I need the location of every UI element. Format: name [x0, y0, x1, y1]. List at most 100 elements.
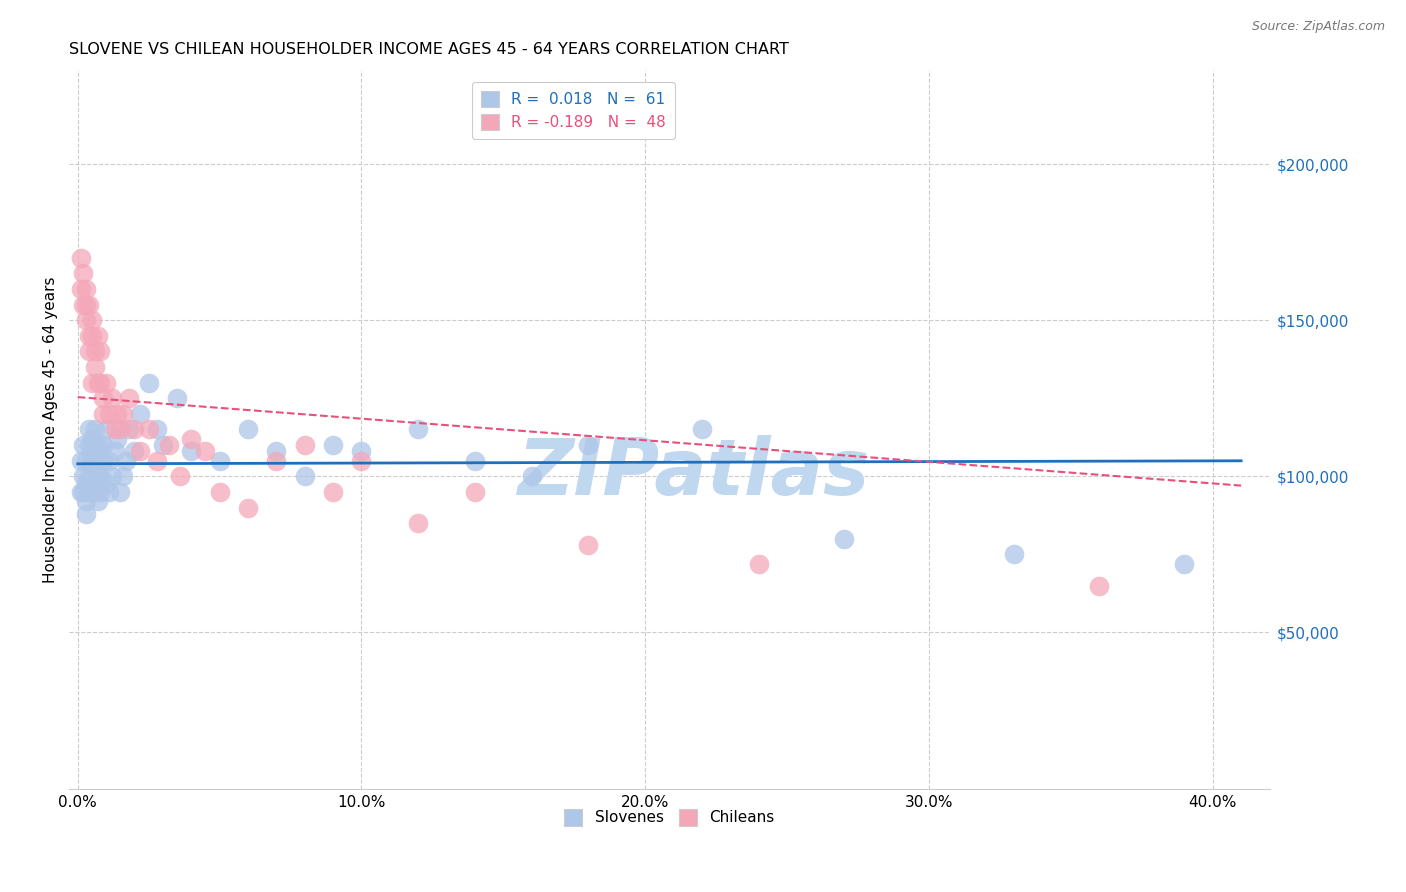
Point	[89, 469, 111, 483]
Point	[146, 422, 169, 436]
Point	[91, 407, 114, 421]
Point	[107, 407, 129, 421]
Point	[72, 297, 94, 311]
Point	[83, 344, 105, 359]
Point	[101, 469, 124, 483]
Point	[578, 538, 600, 552]
Point	[91, 438, 114, 452]
Point	[406, 516, 429, 530]
Point	[266, 453, 288, 467]
Point	[83, 422, 105, 436]
Point	[138, 422, 160, 436]
Point	[77, 422, 100, 436]
Point	[101, 391, 124, 405]
Point	[83, 444, 105, 458]
Point	[75, 282, 97, 296]
Point	[236, 500, 259, 515]
Point	[129, 444, 152, 458]
Point	[208, 484, 231, 499]
Point	[75, 297, 97, 311]
Point	[86, 328, 108, 343]
Text: SLOVENE VS CHILEAN HOUSEHOLDER INCOME AGES 45 - 64 YEARS CORRELATION CHART: SLOVENE VS CHILEAN HOUSEHOLDER INCOME AG…	[69, 42, 789, 57]
Point	[75, 494, 97, 508]
Point	[80, 444, 103, 458]
Point	[75, 453, 97, 467]
Point	[69, 484, 91, 499]
Point	[72, 484, 94, 499]
Point	[180, 444, 202, 458]
Point	[72, 438, 94, 452]
Point	[112, 469, 135, 483]
Point	[72, 266, 94, 280]
Point	[69, 282, 91, 296]
Text: Source: ZipAtlas.com: Source: ZipAtlas.com	[1251, 20, 1385, 33]
Point	[294, 469, 316, 483]
Point	[89, 444, 111, 458]
Point	[266, 444, 288, 458]
Point	[75, 313, 97, 327]
Point	[77, 344, 100, 359]
Point	[112, 407, 135, 421]
Point	[146, 453, 169, 467]
Point	[350, 444, 373, 458]
Point	[86, 438, 108, 452]
Point	[104, 422, 127, 436]
Point	[107, 432, 129, 446]
Point	[350, 453, 373, 467]
Point	[832, 532, 855, 546]
Point	[83, 359, 105, 374]
Point	[86, 469, 108, 483]
Point	[77, 328, 100, 343]
Point	[129, 407, 152, 421]
Point	[138, 376, 160, 390]
Point	[157, 438, 180, 452]
Point	[124, 422, 146, 436]
Point	[124, 444, 146, 458]
Point	[86, 376, 108, 390]
Point	[89, 344, 111, 359]
Point	[80, 432, 103, 446]
Point	[83, 475, 105, 490]
Point	[97, 484, 120, 499]
Point	[464, 484, 486, 499]
Point	[72, 469, 94, 483]
Point	[91, 453, 114, 467]
Point	[69, 453, 91, 467]
Point	[94, 376, 117, 390]
Point	[94, 422, 117, 436]
Point	[104, 444, 127, 458]
Point	[166, 391, 188, 405]
Point	[690, 422, 713, 436]
Point	[97, 407, 120, 421]
Point	[118, 422, 141, 436]
Point	[110, 484, 132, 499]
Point	[194, 444, 217, 458]
Point	[69, 251, 91, 265]
Point	[236, 422, 259, 436]
Point	[464, 453, 486, 467]
Point	[77, 297, 100, 311]
Point	[118, 391, 141, 405]
Point	[86, 494, 108, 508]
Point	[406, 422, 429, 436]
Point	[322, 484, 344, 499]
Point	[94, 475, 117, 490]
Point	[110, 422, 132, 436]
Text: ZIPatlas: ZIPatlas	[517, 434, 869, 510]
Point	[75, 475, 97, 490]
Point	[208, 453, 231, 467]
Point	[97, 453, 120, 467]
Point	[152, 438, 174, 452]
Point	[77, 438, 100, 452]
Point	[77, 469, 100, 483]
Point	[80, 469, 103, 483]
Point	[1173, 557, 1195, 571]
Point	[578, 438, 600, 452]
Point	[91, 391, 114, 405]
Point	[75, 507, 97, 521]
Y-axis label: Householder Income Ages 45 - 64 years: Householder Income Ages 45 - 64 years	[44, 277, 58, 582]
Point	[80, 453, 103, 467]
Point	[322, 438, 344, 452]
Point	[1088, 578, 1111, 592]
Point	[520, 469, 543, 483]
